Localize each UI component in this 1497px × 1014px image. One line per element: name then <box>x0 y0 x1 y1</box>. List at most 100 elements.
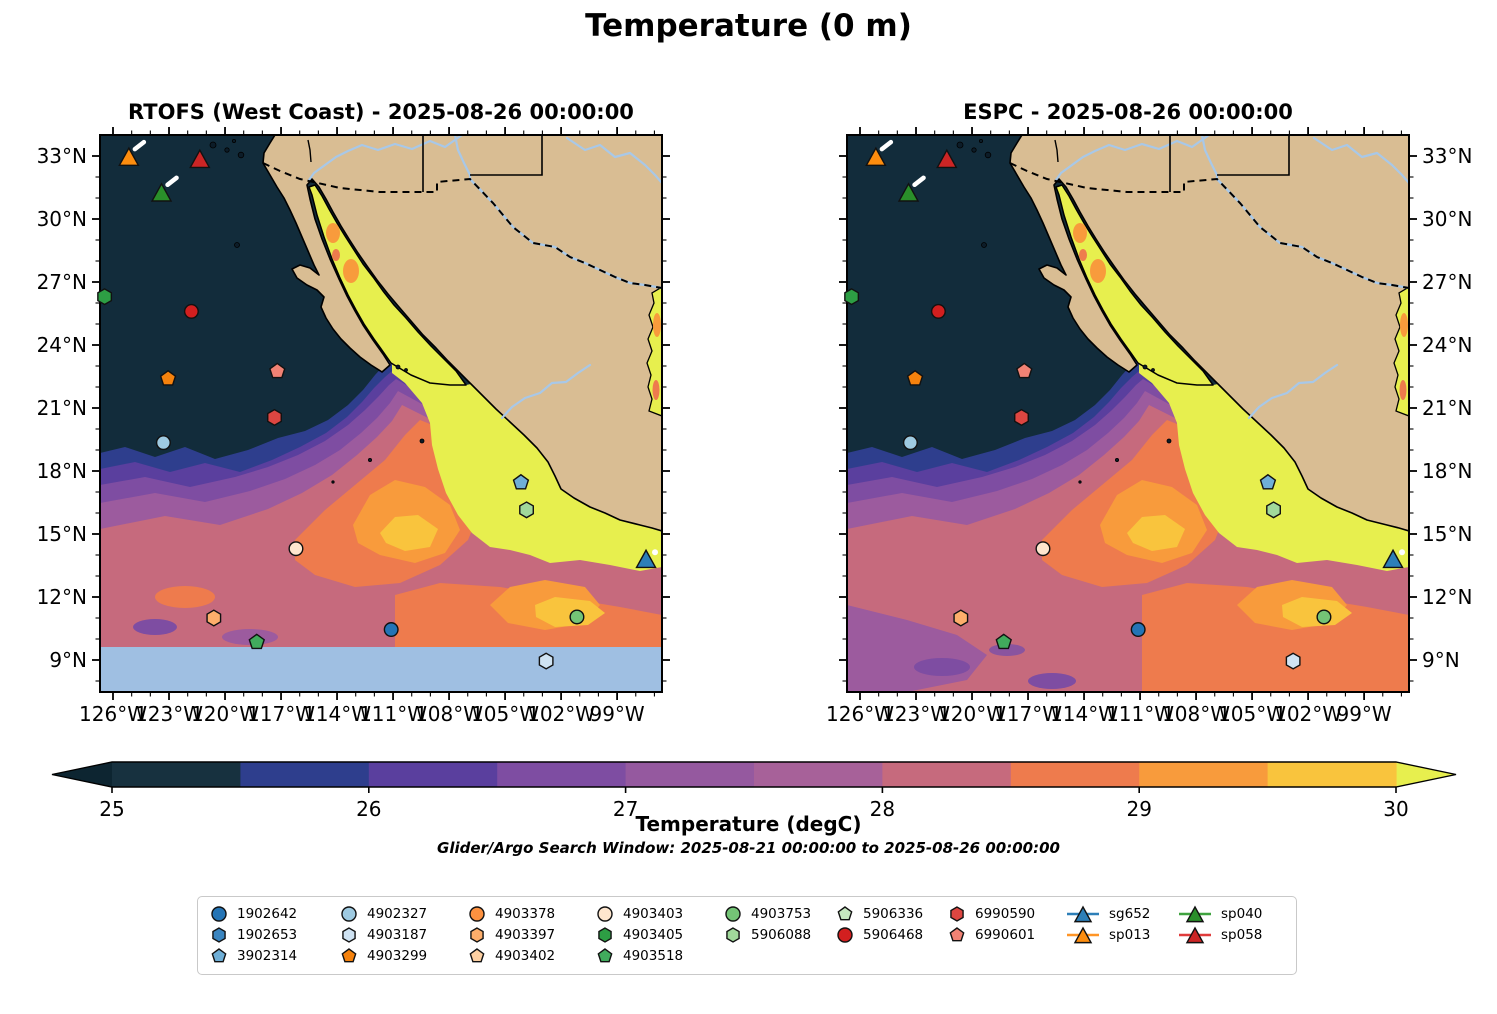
heading-dash-sp040 <box>912 175 926 188</box>
legend-column: 4902327 4903187 4903299 <box>340 903 468 966</box>
legend-label: 6990601 <box>975 926 1036 943</box>
marker-4903397-espc <box>953 609 969 627</box>
svg-text:28: 28 <box>870 797 895 821</box>
marker-3902314-espc <box>1259 473 1277 490</box>
marker-4902327-espc <box>902 435 918 451</box>
marker-4903403-espc <box>1035 541 1051 557</box>
legend-label: 4903753 <box>751 905 812 922</box>
svg-text:108°W: 108°W <box>415 702 483 726</box>
legend-column: sg652 sp013 <box>1066 903 1178 966</box>
marker-5906468-rtofs <box>183 303 199 319</box>
marker-5906468-espc <box>930 303 946 319</box>
svg-text:33°N: 33°N <box>37 144 87 168</box>
svg-text:30°N: 30°N <box>1422 207 1472 231</box>
marker-4903518-rtofs <box>248 633 265 650</box>
legend-item-4903187: 4903187 <box>340 924 468 945</box>
legend-item-1902653: 1902653 <box>210 924 340 945</box>
pentagon-marker-icon <box>949 926 965 941</box>
svg-text:21°N: 21°N <box>1422 396 1472 420</box>
river <box>1054 135 1211 182</box>
legend-label: 4902327 <box>367 905 428 922</box>
pentagon-marker-icon <box>597 947 613 962</box>
svg-text:123°W: 123°W <box>882 702 950 726</box>
pentagon-marker-icon <box>211 947 227 962</box>
marker-1902642-espc <box>1130 622 1146 638</box>
heading-dot-sg652 <box>1399 549 1406 556</box>
heading-dot-sg652 <box>652 549 659 556</box>
platform-legend: 1902642 1902653 3902314 4902327 4903187 49032… <box>197 896 1297 975</box>
svg-text:26: 26 <box>356 797 381 821</box>
rtofs-map-field <box>100 135 662 692</box>
svg-text:117°W: 117°W <box>247 702 315 726</box>
marker-6990601-rtofs <box>269 362 286 379</box>
legend-item-6990590: 6990590 <box>948 903 1066 924</box>
svg-text:15°N: 15°N <box>37 522 87 546</box>
land-mass <box>262 135 662 532</box>
marker-5906088-rtofs <box>519 501 534 519</box>
colorbar-label: Temperature (degC) <box>635 812 862 836</box>
circle-marker-icon <box>469 905 485 922</box>
svg-text:27: 27 <box>613 797 638 821</box>
svg-text:105°W: 105°W <box>471 702 539 726</box>
espc-map-field <box>847 135 1409 692</box>
legend-item-4903397: 4903397 <box>468 924 596 945</box>
svg-text:18°N: 18°N <box>1422 459 1472 483</box>
legend-label: 4903403 <box>623 905 684 922</box>
svg-text:108°W: 108°W <box>1162 702 1230 726</box>
heading-dash-sp013 <box>879 139 894 152</box>
river <box>1200 135 1219 181</box>
circle-marker-icon <box>211 905 227 922</box>
svg-text:126°W: 126°W <box>826 702 894 726</box>
marker-sp058-rtofs <box>189 148 211 169</box>
rtofs-platform-markers <box>97 139 659 670</box>
svg-text:114°W: 114°W <box>303 702 371 726</box>
search-window-subtitle: Glider/Argo Search Window: 2025-08-21 00… <box>437 839 1060 857</box>
legend-label: 1902642 <box>237 905 298 922</box>
axis-tick-labels: 126°W123°W120°W117°W114°W111°W108°W105°W… <box>37 144 645 726</box>
state-border <box>470 135 543 176</box>
legend-label: sp040 <box>1221 905 1263 922</box>
svg-text:111°W: 111°W <box>1106 702 1174 726</box>
axis-ticks <box>92 127 670 700</box>
legend-label: 5906088 <box>751 926 812 943</box>
svg-text:117°W: 117°W <box>994 702 1062 726</box>
svg-text:27°N: 27°N <box>1422 270 1472 294</box>
svg-text:15°N: 15°N <box>1422 522 1472 546</box>
legend-item-4903753: 4903753 <box>724 903 836 924</box>
legend-label: 4903299 <box>367 947 428 964</box>
marker-sp040-espc <box>897 182 920 202</box>
heading-dash-sp040 <box>165 175 179 188</box>
land-mass <box>1009 135 1409 532</box>
us-mexico-border <box>262 162 662 289</box>
triangle-marker-icon <box>1179 905 1211 922</box>
legend-item-4903299: 4903299 <box>340 945 468 966</box>
legend-item-6990601: 6990601 <box>948 924 1066 945</box>
marker-4903187-rtofs <box>538 652 554 670</box>
legend-label: 4903402 <box>495 947 556 964</box>
svg-text:24°N: 24°N <box>37 333 87 357</box>
legend-label: sp058 <box>1221 926 1263 943</box>
marker-4902327-rtofs <box>155 435 171 451</box>
marker-4903405-espc <box>844 288 860 306</box>
svg-text:9°N: 9°N <box>1422 648 1460 672</box>
legend-label: 4903405 <box>623 926 684 943</box>
legend-item-3902314: 3902314 <box>210 945 340 966</box>
circle-marker-icon <box>837 926 853 943</box>
marker-4903753-rtofs <box>569 609 585 625</box>
pentagon-marker-icon <box>469 947 485 962</box>
svg-text:102°W: 102°W <box>1274 702 1342 726</box>
legend-item-5906468: 5906468 <box>836 924 948 945</box>
marker-6990590-espc <box>1014 408 1029 427</box>
circle-marker-icon <box>597 905 613 922</box>
svg-text:25: 25 <box>99 797 124 821</box>
marker-sg652-espc <box>1382 548 1404 569</box>
legend-column: 6990590 6990601 <box>948 903 1066 966</box>
marker-sp040-rtofs <box>150 182 173 202</box>
triangle-marker-icon <box>1067 905 1099 922</box>
marker-4903403-rtofs <box>288 541 304 557</box>
marker-sp058-espc <box>936 148 958 169</box>
hexagon-marker-icon <box>950 905 964 922</box>
legend-column: 4903753 5906088 <box>724 903 836 966</box>
svg-text:99°W: 99°W <box>589 702 644 726</box>
hexagon-marker-icon <box>598 926 612 943</box>
